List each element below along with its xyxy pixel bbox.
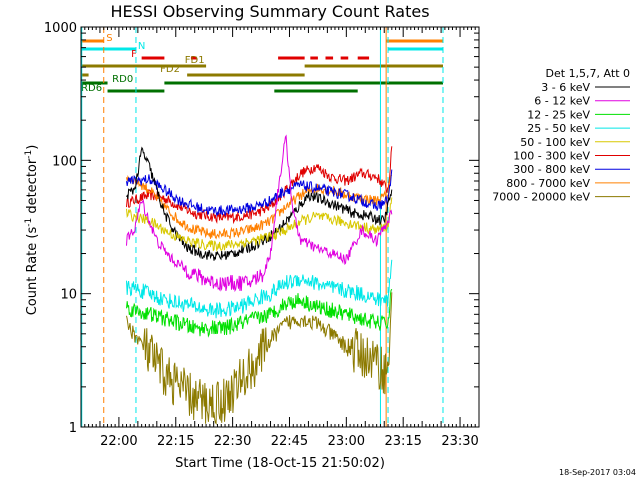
series-line (126, 146, 393, 225)
x-axis: 22:00 22:15 22:30 22:45 23:00 23:15 23:30 (80, 27, 480, 449)
series-line (126, 134, 393, 293)
series-line (126, 288, 393, 338)
y-axis-label-part-2: detector (25, 158, 40, 218)
x-tick-label: 22:45 (271, 434, 308, 449)
x-tick-label: 22:00 (100, 434, 137, 449)
x-axis-label: Start Time (18-Oct-15 21:50:02) (175, 456, 385, 471)
series-line (126, 169, 393, 218)
flag-label: S (106, 33, 112, 44)
legend-label: 12 - 25 keV (527, 108, 590, 121)
series-line (126, 259, 393, 319)
x-tick-label: 23:00 (328, 434, 365, 449)
y-axis-label-sup-1: -1 (24, 218, 34, 227)
flag-label: RD6 (81, 83, 102, 94)
x-tick-label: 22:30 (214, 434, 251, 449)
legend-label: 300 - 800 keV (513, 163, 590, 176)
footer-timestamp: 18-Sep-2017 03:04 (559, 468, 636, 477)
legend-label: 50 - 100 keV (520, 136, 590, 149)
series-line (126, 197, 393, 253)
flag-label: N (138, 41, 145, 52)
x-tick-label: 23:15 (384, 434, 421, 449)
chart-title: HESSI Observing Summary Count Rates (110, 2, 429, 21)
flag-label: FD1 (185, 55, 205, 66)
x-tick-label: 22:15 (157, 434, 194, 449)
plot-frame (80, 26, 480, 428)
series-group (126, 134, 393, 426)
legend-label: 25 - 50 keV (527, 122, 590, 135)
y-axis-label-sup-2: -1 (24, 150, 34, 159)
flag-label: F (131, 49, 137, 60)
series-line (126, 174, 393, 240)
y-tick-label: 1000 (44, 21, 77, 36)
y-tick-label: 100 (52, 154, 77, 169)
y-tick-label: 10 (60, 288, 77, 303)
x-tick-label: 23:30 (441, 434, 478, 449)
flag-label: RD0 (112, 74, 133, 85)
legend-label: 100 - 300 keV (513, 150, 590, 163)
y-axis-label-part-1: Count Rate (s (25, 227, 40, 316)
legend-label: 7000 - 20000 keV (492, 191, 590, 204)
legend-title: Det 1,5,7, Att 0 (546, 67, 630, 80)
legend-label: 800 - 7000 keV (506, 177, 590, 190)
y-tick-label: 1 (69, 421, 77, 436)
legend-label: 3 - 6 keV (541, 81, 590, 94)
y-axis: 1 10 100 1000 (44, 21, 479, 436)
series-line (126, 292, 393, 426)
flag-label: FD2 (160, 64, 180, 75)
y-axis-label: Count Rate (s-1 detector-1) (24, 145, 40, 316)
y-axis-label-part-3: ) (25, 145, 40, 150)
legend-label: 6 - 12 keV (534, 95, 590, 108)
flag-bars: S NF FD1 FD2 RD0 RD6 (81, 33, 443, 94)
